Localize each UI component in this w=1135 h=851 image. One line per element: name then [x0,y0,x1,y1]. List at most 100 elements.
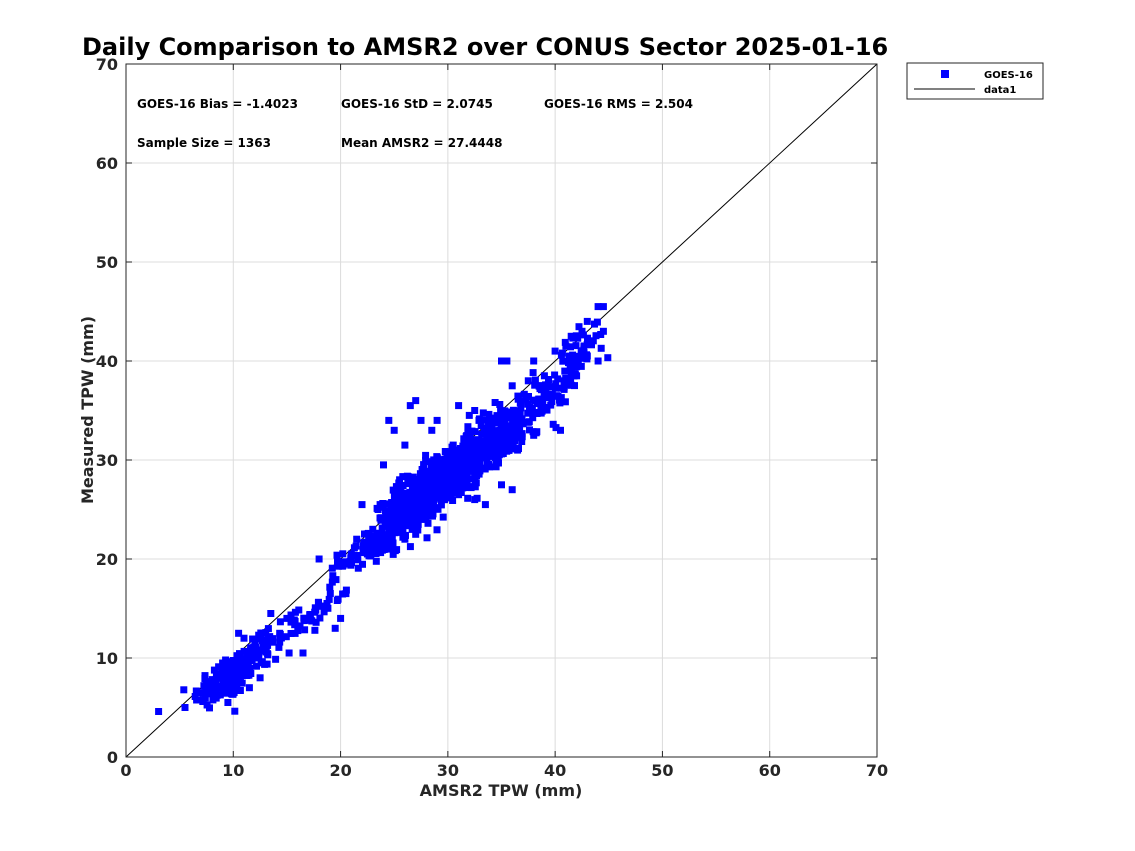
scatter-point [251,641,259,649]
scatter-point [486,463,494,471]
scatter-point [457,479,465,487]
scatter-point [485,434,493,441]
scatter-point [404,511,412,519]
scatter-point [443,460,451,468]
scatter-point [291,608,299,616]
scatter-point [215,670,223,678]
scatter-point [597,344,605,352]
scatter-point [422,511,430,518]
scatter-point [584,334,591,342]
scatter-point [485,410,493,418]
scatter-point [282,633,290,641]
scatter-point [561,338,569,346]
scatter-point [471,407,479,414]
scatter-point [488,422,496,430]
scatter-point [412,397,420,405]
scatter-point [449,441,457,449]
scatter-point [415,491,423,499]
scatter-point [397,483,405,491]
scatter-point [518,434,526,442]
scatter-point [447,481,455,489]
legend-label-data1: data1 [984,85,1016,96]
scatter-point [264,651,272,659]
scatter-point [208,679,216,687]
scatter-point [236,687,244,694]
scatter-point [572,342,580,350]
scatter-point [255,648,263,656]
scatter-point [197,689,205,697]
scatter-point [525,393,532,400]
scatter-point [420,465,427,473]
scatter-point [529,369,537,377]
scatter-point [428,474,436,482]
scatter-point [353,535,361,543]
scatter-point [235,629,243,637]
scatter-point [552,384,559,392]
scatter-point [306,611,314,619]
scatter-point [525,418,533,426]
scatter-point [514,446,522,454]
scatter-point [526,426,533,434]
scatter-point [393,489,401,497]
scatter-point [389,539,397,547]
scatter-point [406,520,414,528]
scatter-point [358,501,366,509]
scatter-point [204,690,212,698]
scatter-point [604,354,612,362]
scatter-point [386,545,394,553]
stat-rms: GOES-16 RMS = 2.504 [544,97,693,111]
scatter-point [489,452,497,460]
scatter-point [396,476,404,484]
scatter-point [476,454,484,462]
scatter-point [296,622,304,630]
scatter-point [505,435,513,442]
scatter-point [259,637,266,644]
scatter-point [520,390,528,398]
scatter-point [408,511,416,519]
scatter-point [467,467,475,475]
scatter-point [264,641,272,649]
scatter-point [353,552,361,559]
plot-area [125,63,878,758]
scatter-point [323,600,331,607]
scatter-point [331,624,339,632]
scatter-point [459,443,467,451]
scatter-point [464,494,472,502]
scatter-point [359,546,367,554]
scatter-point [558,384,566,392]
scatter-point [230,660,238,668]
scatter-point [417,416,425,424]
scatter-point [425,491,433,499]
scatter-point [391,521,399,529]
scatter-point [542,386,550,394]
scatter-point [447,489,455,497]
scatter-point [377,514,385,522]
scatter-point [312,618,320,626]
scatter-point [402,531,409,539]
scatter-point [455,458,463,466]
scatter-point [372,557,380,565]
scatter-point [466,462,474,470]
scatter-point [529,414,537,422]
scatter-point [275,643,283,651]
scatter-point [253,662,260,670]
scatter-point [326,590,334,597]
y-tick-label: 60 [96,154,118,173]
scatter-point [414,520,422,528]
scatter-point [447,465,455,473]
y-tick-label: 10 [96,649,118,668]
scatter-point [494,419,502,427]
scatter-point [422,515,430,523]
scatter-point [252,651,259,659]
scatter-point [236,654,244,662]
scatter-point [498,450,506,458]
scatter-point [337,614,345,622]
scatter-point [562,374,570,382]
scatter-point [328,578,336,586]
scatter-point [404,478,412,486]
scatter-point [439,489,447,497]
scatter-point [546,383,554,391]
scatter-point [524,409,532,417]
scatter-point [423,502,431,510]
scatter-point [375,537,383,544]
